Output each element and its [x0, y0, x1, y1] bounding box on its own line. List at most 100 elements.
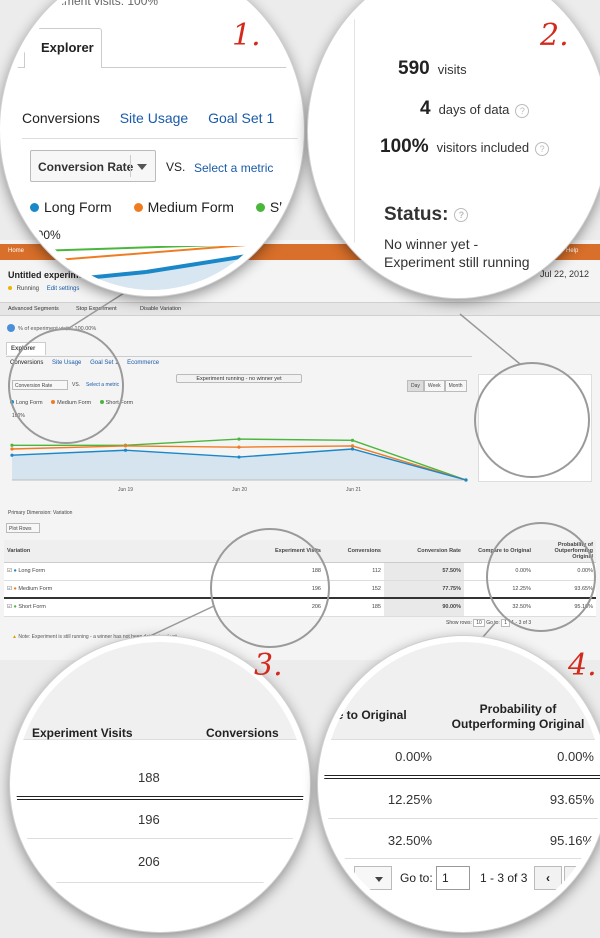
range-label: 1 - 3 of 3: [480, 871, 528, 885]
data-point[interactable]: [237, 455, 241, 459]
row-divider: [16, 838, 304, 839]
help-link[interactable]: Help: [566, 248, 579, 254]
compare-cell: 12.25%: [387, 792, 432, 807]
days-stat: 4 days of data?: [420, 98, 530, 120]
compare-cell: 0.00%: [395, 749, 432, 764]
subtab-conversions[interactable]: Conversions: [22, 110, 100, 126]
col-compare-original[interactable]: re to Original: [332, 708, 407, 722]
variation-name: ☑ ● Short Form: [4, 598, 134, 617]
subtab-divider: [22, 138, 298, 139]
help-icon[interactable]: ?: [535, 141, 550, 156]
chevron-down-icon: [137, 164, 147, 170]
legend-dot-icon: [133, 203, 143, 212]
conversion-rate-chart: [10, 437, 468, 482]
long-form-area: [12, 449, 466, 480]
col-conversions[interactable]: Conversions: [324, 540, 384, 563]
series-dot-icon: ●: [13, 568, 17, 574]
variation-label: Medium Form: [18, 585, 53, 592]
segment-pie-icon: [7, 324, 15, 332]
visitors-stat: 100% visitors included?: [380, 136, 550, 158]
short-form-line: [6, 246, 219, 253]
x-tick-label: Jun 19: [118, 487, 134, 493]
vs-label: VS.: [166, 160, 186, 174]
variation-name: ☑ ● Medium Form: [4, 580, 134, 599]
tab-explorer-zoom[interactable]: Explorer: [24, 28, 102, 68]
plot-rows-button[interactable]: Plot Rows: [6, 523, 40, 533]
conversions-cell: 185: [324, 598, 384, 617]
variation-label: Long Form: [18, 568, 45, 574]
chevron-left-icon[interactable]: ‹: [534, 866, 562, 890]
zoomed-chart-lines: [6, 246, 298, 290]
primary-dimension-value[interactable]: Variation: [53, 510, 73, 516]
data-point[interactable]: [237, 445, 241, 449]
visits-stat: 590 visits: [398, 58, 467, 80]
table-header-zoom: re to Original Probability of Outperform…: [324, 642, 600, 740]
subtab-ecommerce[interactable]: Ecommerce: [127, 360, 160, 366]
legend-short-form[interactable]: Short: [255, 199, 298, 215]
variation-label: Short Form: [18, 604, 46, 611]
page-input[interactable]: 1: [501, 619, 510, 627]
period-toggle: Day Week Month: [407, 380, 467, 392]
data-point[interactable]: [123, 448, 128, 452]
data-point[interactable]: [350, 447, 355, 451]
variation-name: ☑ ● Long Form: [4, 562, 134, 581]
note-text: Note: Experiment is still running - a wi…: [18, 634, 177, 640]
data-point[interactable]: [350, 444, 355, 448]
metric-dropdown[interactable]: Conversion Rate: [30, 150, 156, 182]
col-conversions[interactable]: Conversions: [206, 726, 279, 740]
data-point[interactable]: [464, 478, 468, 482]
dropdown-divider: [130, 155, 131, 177]
col-variation[interactable]: Variation: [4, 540, 134, 563]
compare-cell: 32.50%: [387, 833, 432, 848]
period-day-button[interactable]: Day: [407, 380, 424, 392]
annotation-number-2: 2.: [540, 18, 569, 53]
subtab-site-usage[interactable]: Site Usage: [119, 110, 189, 126]
period-month-button[interactable]: Month: [444, 380, 467, 392]
prob-cell: 0.00%: [557, 749, 594, 764]
col-conversion-rate[interactable]: Conversion Rate: [384, 540, 464, 563]
visitors-label: visitors included: [436, 140, 530, 155]
long-form-line: [145, 246, 298, 274]
legend-long-form[interactable]: Long Form: [30, 199, 112, 215]
period-week-button[interactable]: Week: [423, 380, 445, 392]
highlight-ring-1: [8, 328, 124, 444]
advanced-segments-button[interactable]: Advanced Segments: [8, 306, 59, 312]
col-experiment-visits[interactable]: Experiment Visits: [32, 726, 133, 740]
stop-experiment-button[interactable]: Stop Experiment: [76, 306, 117, 312]
next-page-button[interactable]: [564, 866, 592, 890]
help-icon[interactable]: ?: [454, 207, 469, 222]
chevron-down-icon: [375, 877, 383, 882]
data-point[interactable]: [10, 443, 14, 447]
data-point[interactable]: [237, 437, 241, 441]
conversions-cell: 152: [324, 580, 384, 599]
date-range[interactable]: Jul 22, 2012: [540, 269, 590, 279]
page-input[interactable]: 1: [436, 866, 470, 890]
col-probability[interactable]: Probability of Outperforming Original: [451, 702, 585, 731]
highlight-ring-3: [210, 528, 330, 648]
status-heading: Status:?: [384, 204, 469, 226]
status-line-2: Experiment still running: [384, 254, 530, 270]
show-rows-select[interactable]: [354, 866, 392, 890]
experiment-note: ▲ Note: Experiment is still running - a …: [12, 634, 177, 640]
pagination: Go to: 1 1 - 3 of 3 ‹: [324, 864, 600, 894]
highlight-ring-2: [474, 362, 590, 478]
status-line-1: No winner yet -: [384, 236, 479, 252]
data-point[interactable]: [10, 453, 14, 457]
legend-medium-form[interactable]: Medium Form: [133, 199, 234, 215]
subtab-goal-set-1[interactable]: Goal Set 1: [208, 110, 275, 126]
disable-variation-button[interactable]: Disable Variation: [140, 306, 182, 312]
show-rows-select[interactable]: 10: [473, 619, 485, 627]
series-dot-icon: ●: [13, 604, 17, 611]
go-to-label: Go to:: [400, 871, 433, 885]
days-label: days of data: [438, 102, 510, 117]
primary-dimension-label: Primary Dimension:: [8, 510, 52, 516]
visitors-percent: 100%: [380, 136, 429, 157]
select-metric-link[interactable]: Select a metric: [194, 161, 274, 175]
data-point[interactable]: [123, 444, 128, 448]
help-icon[interactable]: ?: [515, 103, 530, 118]
data-point[interactable]: [10, 447, 14, 451]
data-point[interactable]: [350, 438, 355, 442]
experiment-running-banner: Experiment running - no winner yet: [176, 374, 302, 383]
metric-dropdown-label: Conversion Rate: [38, 160, 134, 174]
panel-divider: [354, 0, 355, 292]
